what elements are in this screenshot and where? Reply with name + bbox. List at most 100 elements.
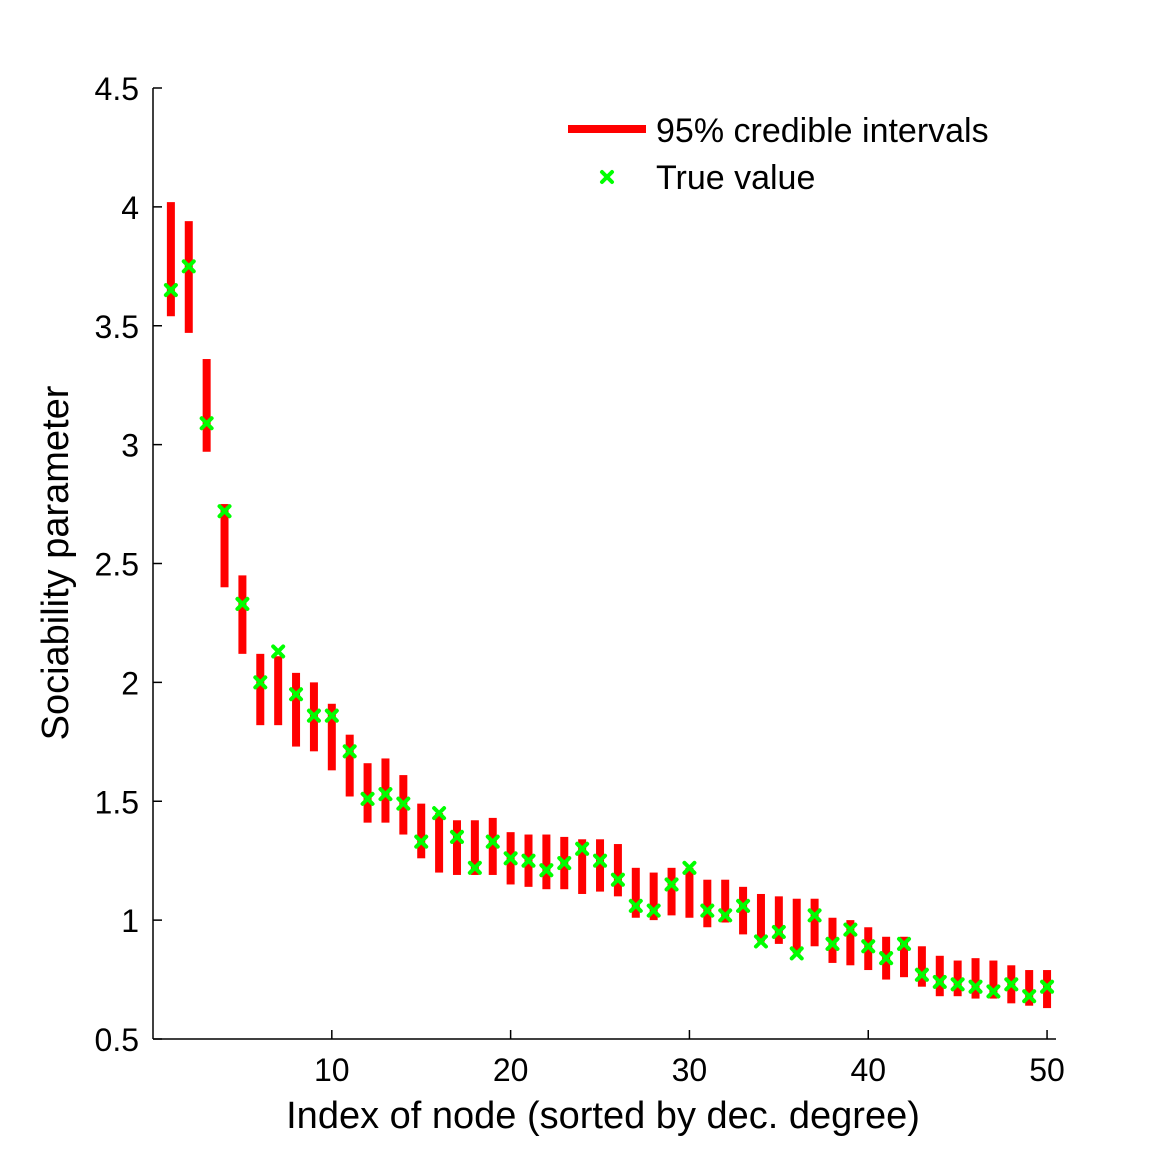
true-value-marker bbox=[628, 898, 643, 913]
marker-stroke bbox=[861, 939, 876, 954]
marker-stroke bbox=[610, 872, 625, 887]
true-value-marker bbox=[306, 708, 321, 723]
y-tick-label: 3.5 bbox=[95, 309, 139, 345]
true-value-marker bbox=[932, 974, 947, 989]
legend-true-value-swatch bbox=[600, 170, 614, 184]
credible-interval-bar bbox=[488, 817, 497, 875]
true-value-marker bbox=[342, 744, 357, 759]
marker-stroke bbox=[718, 908, 733, 923]
true-value-marker bbox=[1040, 979, 1055, 994]
marker-stroke bbox=[897, 936, 912, 951]
marker-stroke bbox=[467, 860, 482, 875]
true-value-marker bbox=[1022, 989, 1037, 1004]
marker-stroke bbox=[1004, 977, 1019, 992]
true-value-marker bbox=[682, 860, 697, 875]
credible-interval-bar bbox=[327, 703, 336, 771]
y-tick-label: 2 bbox=[121, 665, 139, 701]
true-value-marker bbox=[646, 903, 661, 918]
axes: 0.5 1 1.5 2 2.5 3 3.5 4 4.5 10 20 30 40 50 bbox=[95, 71, 1065, 1088]
marker-stroke bbox=[360, 791, 375, 806]
marker-stroke bbox=[253, 675, 268, 690]
credible-interval-bar bbox=[202, 359, 211, 452]
true-value-marker bbox=[181, 259, 196, 274]
credible-interval-bar bbox=[578, 839, 587, 894]
credible-interval-bar bbox=[649, 872, 658, 921]
marker-stroke bbox=[449, 829, 464, 844]
marker-stroke bbox=[396, 796, 411, 811]
credible-interval-bar bbox=[417, 803, 426, 859]
true-value-marker bbox=[843, 922, 858, 937]
true-value-marker bbox=[807, 908, 822, 923]
credible-interval-bar bbox=[256, 653, 265, 726]
true-value-marker bbox=[503, 851, 518, 866]
credible-interval-bar bbox=[900, 936, 909, 978]
true-value-marker bbox=[950, 977, 965, 992]
credible-interval-bar bbox=[828, 917, 837, 963]
true-value-marker bbox=[861, 939, 876, 954]
marker-stroke bbox=[593, 853, 608, 868]
marker-stroke bbox=[521, 853, 536, 868]
marker-stroke bbox=[539, 863, 554, 878]
marker-stroke bbox=[199, 416, 214, 431]
x-tick-label: 40 bbox=[850, 1052, 886, 1088]
true-value-marker bbox=[449, 829, 464, 844]
credible-interval-bar bbox=[774, 896, 783, 944]
true-value-marker bbox=[235, 596, 250, 611]
marker-stroke bbox=[557, 856, 572, 871]
marker-stroke bbox=[753, 934, 768, 949]
credible-interval-bar bbox=[703, 879, 712, 928]
marker-stroke bbox=[414, 834, 429, 849]
credible-interval-bar bbox=[613, 844, 622, 897]
credible-interval-bar bbox=[935, 955, 944, 997]
marker-stroke bbox=[771, 925, 786, 940]
true-value-marker bbox=[879, 951, 894, 966]
credible-interval-bar bbox=[1025, 970, 1034, 1006]
x-tick-label: 10 bbox=[314, 1052, 350, 1088]
marker-stroke bbox=[932, 974, 947, 989]
credible-interval-bar bbox=[220, 504, 229, 588]
marker-stroke bbox=[289, 687, 304, 702]
y-tick-label: 0.5 bbox=[95, 1022, 139, 1058]
credible-interval-bar bbox=[971, 958, 980, 999]
marker-stroke bbox=[950, 977, 965, 992]
marker-stroke bbox=[306, 708, 321, 723]
credible-interval-bar bbox=[345, 734, 354, 797]
credible-interval-bar bbox=[810, 898, 819, 947]
marker-stroke bbox=[324, 708, 339, 723]
true-value-marker bbox=[968, 979, 983, 994]
true-value-marker bbox=[593, 853, 608, 868]
true-value-marker bbox=[825, 936, 840, 951]
credible-interval-bar bbox=[238, 575, 247, 654]
marker-stroke bbox=[432, 806, 447, 821]
x-tick-label: 50 bbox=[1029, 1052, 1065, 1088]
marker-stroke bbox=[1040, 979, 1055, 994]
true-value-marker bbox=[217, 504, 232, 519]
credible-interval-bar bbox=[184, 221, 193, 333]
x-tick-label: 30 bbox=[672, 1052, 708, 1088]
marker-stroke bbox=[664, 877, 679, 892]
credible-interval-bar bbox=[989, 960, 998, 999]
true-value-marker bbox=[271, 644, 286, 659]
y-tick-label: 1 bbox=[121, 903, 139, 939]
true-value-marker bbox=[521, 853, 536, 868]
credible-interval-bar bbox=[953, 960, 962, 997]
marker-stroke bbox=[843, 922, 858, 937]
true-value-marker bbox=[914, 967, 929, 982]
true-value-marker bbox=[986, 984, 1001, 999]
true-value-marker bbox=[199, 416, 214, 431]
x-tick-label: 20 bbox=[493, 1052, 529, 1088]
marker-stroke bbox=[342, 744, 357, 759]
marker-stroke bbox=[682, 860, 697, 875]
y-tick-label: 2.5 bbox=[95, 547, 139, 583]
true-value-marker bbox=[539, 863, 554, 878]
true-value-marker bbox=[396, 796, 411, 811]
marker-stroke bbox=[163, 283, 178, 298]
plot-area bbox=[163, 202, 1055, 1009]
y-tick-label: 1.5 bbox=[95, 784, 139, 820]
true-value-marker bbox=[736, 898, 751, 913]
marker-stroke bbox=[1022, 989, 1037, 1004]
marker-stroke bbox=[986, 984, 1001, 999]
y-axis-label: Sociability parameter bbox=[35, 385, 77, 740]
true-value-marker bbox=[557, 856, 572, 871]
true-value-marker bbox=[1004, 977, 1019, 992]
